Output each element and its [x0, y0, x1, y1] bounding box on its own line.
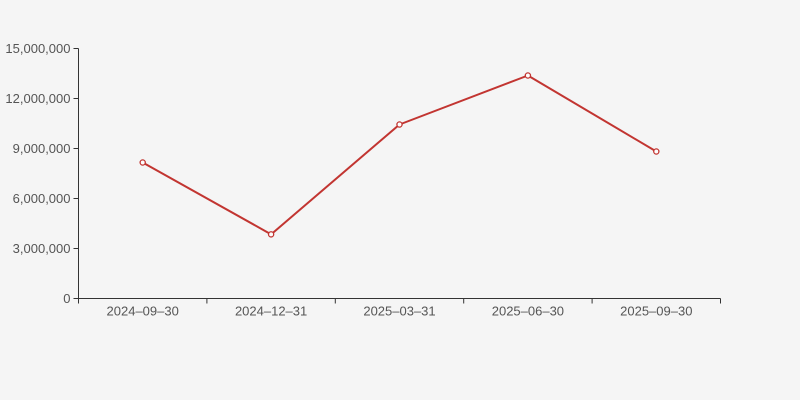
y-axis-tick-label: 6,000,000	[13, 191, 71, 206]
data-point-marker	[267, 231, 275, 238]
x-axis-tick-label: 2025–06–30	[492, 304, 564, 319]
y-axis-tick-label: 3,000,000	[13, 241, 71, 256]
data-point-marker	[524, 72, 532, 79]
data-point-marker	[396, 121, 403, 128]
x-axis-tick-label: 2024–09–30	[107, 304, 179, 319]
y-axis-tick-label: 12,000,000	[5, 91, 70, 106]
data-point-marker	[653, 148, 660, 155]
x-axis-tick-label: 2024–12–31	[235, 304, 307, 319]
y-axis-tick-label: 15,000,000	[5, 41, 70, 56]
series-line	[141, 74, 658, 236]
x-axis-tick-label: 2025–03–31	[363, 304, 435, 319]
data-point-marker	[139, 159, 146, 166]
x-axis-tick-label: 2025–09–30	[620, 304, 692, 319]
y-axis-tick-label: 9,000,000	[13, 141, 71, 156]
y-axis-tick-label: 0	[63, 291, 70, 306]
